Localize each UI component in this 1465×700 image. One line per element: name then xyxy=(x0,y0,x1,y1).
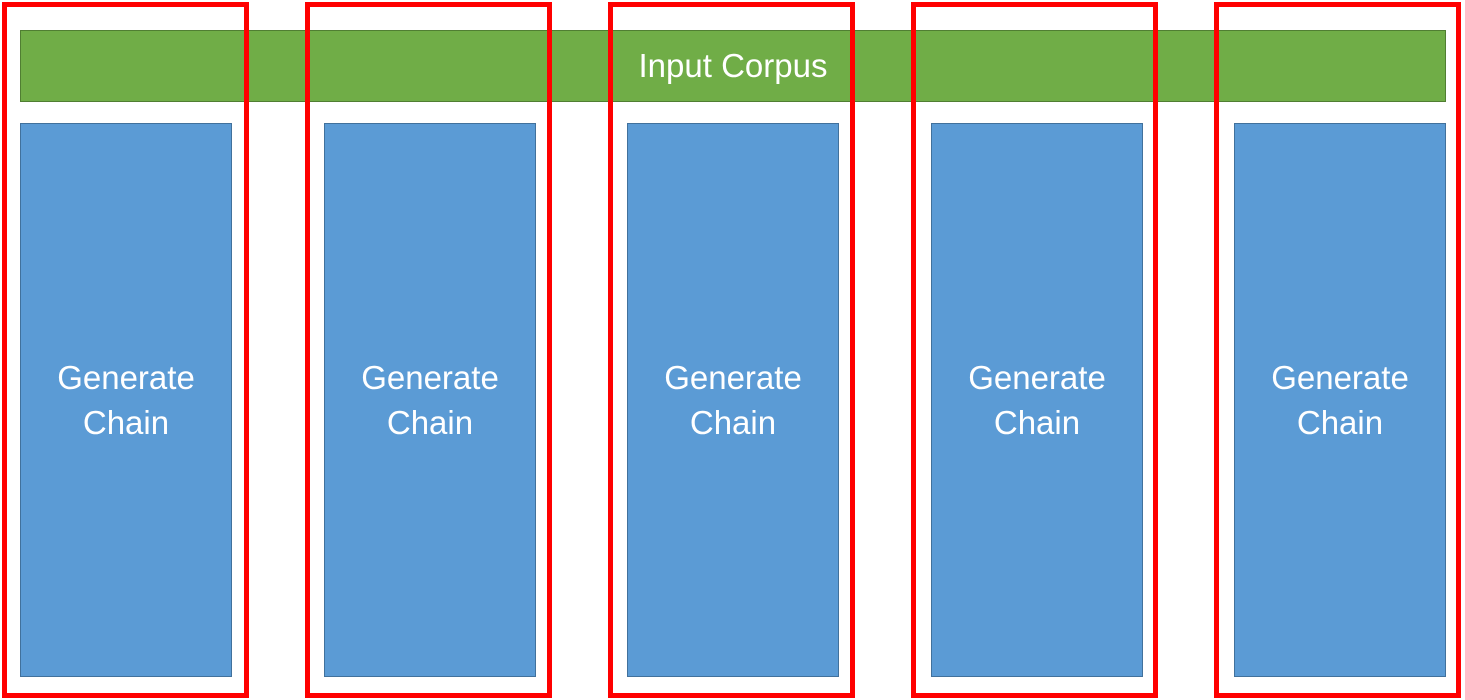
generate-chain-label-3: Generate Chain xyxy=(664,359,802,441)
generate-chain-box-2: Generate Chain xyxy=(324,123,536,677)
generate-chain-box-4: Generate Chain xyxy=(931,123,1143,677)
generate-chain-label-4: Generate Chain xyxy=(968,359,1106,441)
partition-frame-3 xyxy=(608,2,855,698)
input-corpus-bar: Input Corpus xyxy=(20,30,1446,102)
generate-chain-label-2: Generate Chain xyxy=(361,359,499,441)
partition-frame-4 xyxy=(911,2,1158,698)
generate-chain-box-1: Generate Chain xyxy=(20,123,232,677)
partition-frame-1 xyxy=(2,2,249,698)
partition-frame-2 xyxy=(305,2,552,698)
generate-chain-label-5: Generate Chain xyxy=(1271,359,1409,441)
partition-frame-5 xyxy=(1214,2,1461,698)
generate-chain-box-3: Generate Chain xyxy=(627,123,839,677)
generate-chain-label-1: Generate Chain xyxy=(57,359,195,441)
generate-chain-box-5: Generate Chain xyxy=(1234,123,1446,677)
input-corpus-label: Input Corpus xyxy=(638,47,828,84)
